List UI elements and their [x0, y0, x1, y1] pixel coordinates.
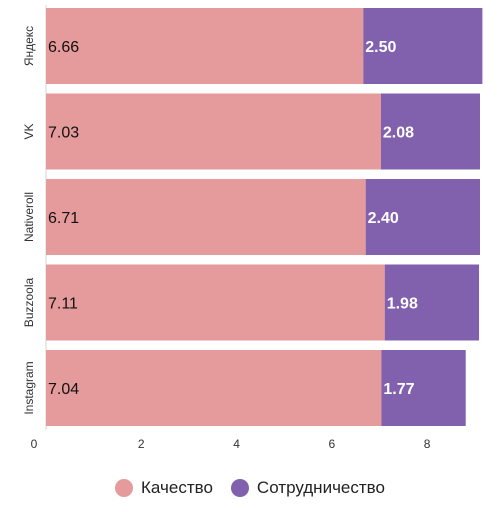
x-tick-label-4: 8 [424, 437, 431, 451]
bar-cooperation-0 [363, 8, 483, 84]
bar-quality-4 [46, 350, 382, 426]
bar-quality-2 [46, 179, 366, 255]
x-tick-label-2: 4 [233, 437, 240, 451]
data-label-cooperation-2: 2.40 [368, 210, 399, 227]
stacked-bar-chart: 6.66 2.50 Яндекс 7.03 2.08 VK 6.71 2.40 Nativero… [22, 5, 483, 451]
legend-label-cooperation: Сотрудничество [256, 478, 385, 497]
x-tick-label-0: 0 [31, 437, 38, 451]
legend-swatch-quality [115, 479, 134, 497]
data-label-quality-3: 7.11 [48, 296, 78, 313]
bar-quality-0 [46, 8, 364, 84]
bar-quality-1 [46, 93, 381, 170]
x-tick-label-1: 2 [138, 437, 145, 451]
category-label-1: VK [22, 123, 36, 139]
legend: Качество Сотрудничество [0, 478, 500, 498]
bar-cooperation-3 [384, 264, 480, 341]
bar-cooperation-1 [380, 93, 480, 170]
bar-cooperation-4 [381, 350, 466, 426]
category-label-3: Buzzoola [22, 277, 36, 327]
data-label-quality-2: 6.71 [48, 210, 79, 227]
category-label-0: Яндекс [22, 26, 36, 66]
x-tick-label-3: 6 [328, 437, 335, 451]
legend-swatch-cooperation [230, 479, 249, 497]
category-label-2: Nativeroll [22, 192, 36, 242]
data-label-cooperation-3: 1.98 [387, 296, 418, 313]
data-label-cooperation-4: 1.77 [383, 381, 414, 398]
legend-item-quality[interactable]: Качество [115, 478, 213, 498]
bar-cooperation-2 [365, 179, 480, 255]
data-label-cooperation-1: 2.08 [383, 125, 414, 142]
data-label-quality-0: 6.66 [48, 39, 79, 56]
category-label-4: Instagram [22, 361, 36, 414]
data-label-quality-1: 7.03 [48, 125, 79, 142]
data-label-cooperation-0: 2.50 [365, 39, 396, 56]
data-label-quality-4: 7.04 [48, 381, 79, 398]
legend-item-cooperation[interactable]: Сотрудничество [230, 478, 385, 498]
bar-quality-3 [46, 264, 385, 341]
legend-label-quality: Качество [141, 478, 213, 497]
